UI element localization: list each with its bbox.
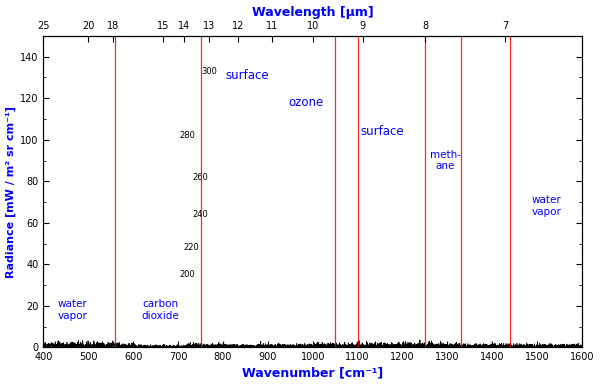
Text: meth-
ane: meth- ane (430, 150, 461, 171)
Y-axis label: Radiance [mW / m² sr cm⁻¹]: Radiance [mW / m² sr cm⁻¹] (5, 106, 16, 278)
X-axis label: Wavelength [μm]: Wavelength [μm] (252, 5, 374, 18)
Text: ozone: ozone (289, 96, 323, 109)
Text: 280: 280 (179, 131, 195, 140)
Text: water
vapor: water vapor (532, 196, 561, 217)
Text: surface: surface (226, 69, 269, 82)
X-axis label: Wavenumber [cm⁻¹]: Wavenumber [cm⁻¹] (242, 367, 383, 380)
Text: 300: 300 (202, 67, 217, 76)
Text: carbon
dioxide: carbon dioxide (141, 299, 179, 321)
Text: 200: 200 (179, 270, 195, 279)
Text: water
vapor: water vapor (58, 299, 88, 321)
Text: surface: surface (361, 125, 404, 138)
Text: 220: 220 (184, 243, 199, 252)
Text: 260: 260 (193, 172, 208, 182)
Text: 240: 240 (193, 210, 208, 219)
